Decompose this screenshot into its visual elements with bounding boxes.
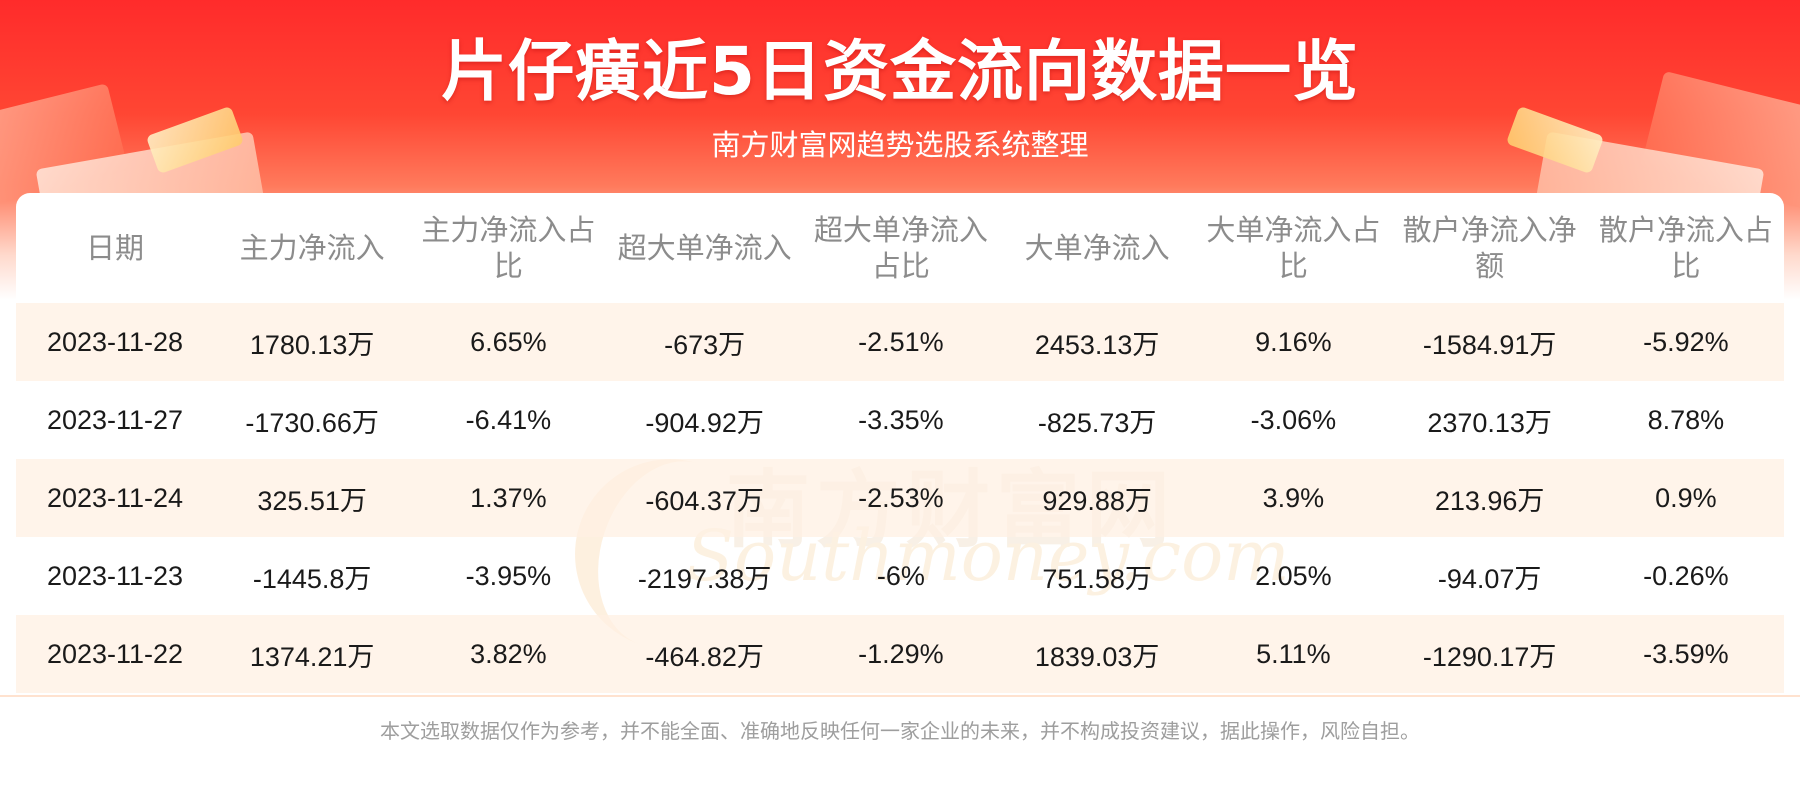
table-cell: 1780.13万 [214,303,411,381]
fund-flow-table: 日期 主力净流入 主力净流入占比 超大单净流入 超大单净流入占比 大单净流入 大… [16,193,1784,693]
table-cell: 2453.13万 [999,303,1196,381]
table-cell: -6% [876,560,925,591]
table-cell: -673万 [606,303,803,381]
table-cell: 8.78% [1647,404,1725,435]
column-header: 日期 [85,231,144,265]
column-header: 散户净流入净额 [1402,213,1577,283]
table-cell: -0.26% [1643,560,1729,591]
table-cell: -3.06% [1250,404,1337,435]
table-cell: 325.51万 [214,459,411,537]
table-cell: 9.16% [1195,303,1392,381]
table-cell: 2.05% [1255,560,1332,591]
table-cell: -3.95% [465,560,552,591]
column-header: 散户净流入占比 [1598,213,1773,283]
table-cell: 2023-11-22 [16,615,214,693]
table-cell: 751.58万 [1042,563,1152,594]
table-cell: -825.73万 [1037,407,1157,438]
table-cell: -464.82万 [606,615,803,693]
table-cell: 2023-11-23 [46,560,184,591]
table-cell: -2.51% [802,303,999,381]
table-cell: 2023-11-24 [16,459,214,537]
table-cell: -1445.8万 [252,563,372,594]
table-cell: -604.37万 [606,459,803,537]
table-cell: -5.92% [1587,303,1784,381]
column-header: 大单净流入 [1024,231,1170,265]
column-header: 大单净流入占比 [1206,213,1381,283]
table-row: 2023-11-23 -1445.8万 -3.95% -2197.38万 -6%… [16,537,1784,615]
table-cell: -94.07万 [1437,563,1542,594]
column-header: 超大单净流入占比 [813,213,988,283]
table-cell: 3.9% [1195,459,1392,537]
column-header: 主力净流入占比 [421,213,596,283]
table-row: 2023-11-22 1374.21万 3.82% -464.82万 -1.29… [16,615,1784,693]
divider [0,695,1800,697]
table-cell: 3.82% [410,615,607,693]
table-cell: -1730.66万 [245,407,379,438]
data-card: 南方财富网 Southmoney.com 日期 主力净流入 主力净流入占比 超大… [16,193,1784,695]
table-header-row: 日期 主力净流入 主力净流入占比 超大单净流入 超大单净流入占比 大单净流入 大… [16,193,1784,303]
table-row: 2023-11-24 325.51万 1.37% -604.37万 -2.53%… [16,459,1784,537]
table-cell: -3.35% [858,404,944,435]
table-cell: 2370.13万 [1427,407,1552,438]
table-cell: -2197.38万 [637,563,772,594]
table-cell: 1.37% [410,459,607,537]
table-cell: -904.92万 [645,407,764,438]
table-cell: 6.65% [410,303,607,381]
table-cell: -1290.17万 [1391,615,1588,693]
table-cell: 0.9% [1587,459,1784,537]
table-cell: 2023-11-28 [16,303,214,381]
column-header: 超大单净流入 [617,231,792,265]
table-cell: 1839.03万 [999,615,1196,693]
table-cell: -6.41% [465,404,552,435]
table-row: 2023-11-28 1780.13万 6.65% -673万 -2.51% 2… [16,303,1784,381]
column-header: 主力净流入 [239,231,385,265]
table-cell: -1584.91万 [1391,303,1588,381]
page-title: 片仔癀近5日资金流向数据一览 [441,33,1359,110]
table-cell: 1374.21万 [214,615,411,693]
table-row: 2023-11-27 -1730.66万 -6.41% -904.92万 -3.… [16,381,1784,459]
table-cell: -1.29% [802,615,999,693]
page-subtitle: 南方财富网趋势选股系统整理 [711,128,1089,162]
table-cell: 5.11% [1195,615,1392,693]
table-cell: 929.88万 [999,459,1196,537]
disclaimer-text: 本文选取数据仅作为参考，并不能全面、准确地反映任何一家企业的未来，并不构成投资建… [380,719,1420,743]
table-cell: 213.96万 [1391,459,1588,537]
table-cell: 2023-11-27 [46,404,184,435]
table-cell: -3.59% [1587,615,1784,693]
table-cell: -2.53% [802,459,999,537]
